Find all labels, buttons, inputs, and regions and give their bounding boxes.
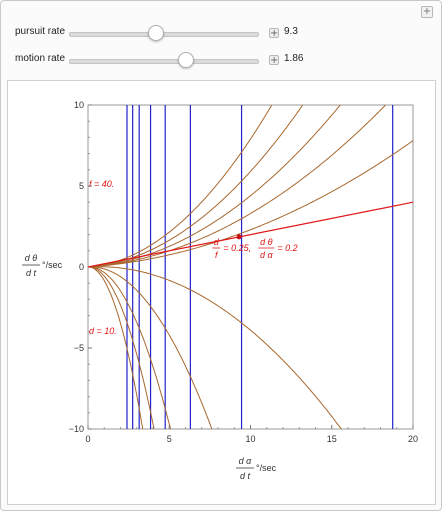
y-tick-label: −5 — [74, 343, 84, 353]
x-tick-label: 5 — [167, 434, 172, 444]
current-point — [236, 234, 242, 240]
motion-rate-slider-thumb[interactable] — [177, 52, 194, 68]
motion-rate-value: 1.86 — [284, 53, 304, 64]
y-tick-label: 5 — [79, 181, 84, 191]
pursuit-rate-control: pursuit rate + 9.3 — [1, 24, 421, 44]
x-tick-label: 20 — [408, 434, 418, 444]
plot-frame: 0 5 10 15 20 10 5 0 −5 −10 f = 40. d = 10. d f = 0.25,… — [7, 80, 436, 505]
ratio-left-numerator: d — [214, 237, 220, 247]
motion-rate-control: motion rate + 1.86 — [1, 51, 421, 71]
x-label-unit: °/sec — [256, 463, 277, 473]
brown-curve — [88, 105, 387, 268]
brown-curve — [88, 266, 172, 429]
ratio-right-value: = 0.2 — [277, 243, 297, 253]
brown-curve — [88, 105, 341, 268]
f-annotation: f = 40. — [89, 179, 114, 189]
motion-rate-plus-icon[interactable]: + — [269, 55, 279, 66]
brown-curve — [88, 266, 213, 429]
y-label-top: d θ — [25, 253, 38, 263]
ratio-right-numerator: d θ — [260, 237, 273, 247]
pursuit-rate-slider-thumb[interactable] — [148, 25, 165, 41]
brown-curve — [88, 266, 155, 429]
x-label-bottom: d t — [240, 471, 251, 481]
motion-rate-slider-track[interactable] — [69, 59, 259, 64]
plot-area-frame — [87, 104, 414, 430]
options-plus-icon[interactable]: + — [421, 6, 433, 18]
red-line — [88, 201, 413, 268]
ratio-left-denominator: f — [215, 250, 219, 260]
pursuit-rate-plus-icon[interactable]: + — [269, 28, 279, 39]
brown-curve — [88, 105, 273, 268]
brown-curve — [88, 266, 342, 429]
x-tick-label: 0 — [85, 434, 90, 444]
ratio-left-value: = 0.25, — [223, 243, 251, 253]
d-annotation: d = 10. — [89, 326, 117, 336]
y-tick-label: 10 — [74, 100, 84, 110]
y-tick-label: 0 — [79, 262, 84, 272]
y-label-bottom: d t — [26, 268, 37, 278]
y-label-unit: °/sec — [42, 260, 63, 270]
pursuit-rate-label: pursuit rate — [15, 26, 66, 37]
ratio-right-denominator: d α — [260, 250, 274, 260]
x-tick-label: 10 — [245, 434, 255, 444]
pursuit-rate-value: 9.3 — [284, 26, 298, 37]
plot-marks — [88, 105, 413, 429]
brown-curve — [88, 266, 144, 429]
x-label-top: d α — [239, 456, 253, 466]
x-tick-label: 15 — [327, 434, 337, 444]
brown-curve — [88, 105, 304, 268]
phase-plot: 0 5 10 15 20 10 5 0 −5 −10 f = 40. d = 10. df = 0.25,… — [22, 100, 418, 481]
y-tick-label: −10 — [69, 424, 84, 434]
brown-curve — [88, 140, 413, 268]
motion-rate-label: motion rate — [15, 53, 66, 64]
